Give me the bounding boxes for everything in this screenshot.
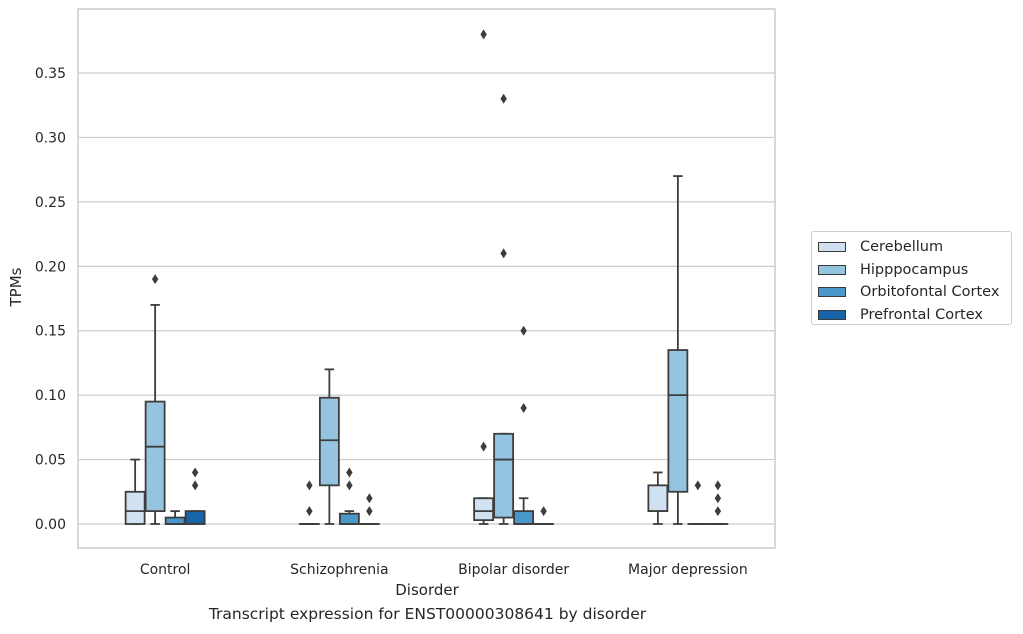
plot-frame	[77, 8, 776, 549]
box-body	[144, 400, 166, 513]
outlier-point	[191, 480, 199, 491]
legend-item: Orbitofontal Cortex	[818, 281, 1011, 304]
legend-swatch	[818, 287, 846, 298]
series-prefrontal-cortex	[184, 467, 729, 525]
box-body	[513, 510, 535, 525]
box	[358, 493, 380, 525]
outlier-point	[500, 93, 507, 104]
box	[318, 368, 340, 525]
box-body	[493, 432, 515, 519]
box-body	[318, 396, 340, 487]
box	[533, 506, 555, 525]
box	[707, 480, 729, 525]
legend-label: Cerebellum	[860, 239, 944, 256]
x-axis-ticks: Control Schizophrenia Bipolar disorder Majo…	[140, 562, 748, 578]
box-body	[647, 484, 669, 513]
legend-swatch	[818, 242, 846, 253]
box	[667, 175, 689, 525]
legend-item: Prefrontal Cortex	[818, 304, 1011, 327]
outlier-point	[500, 248, 507, 259]
x-tick-label: Schizophrenia	[290, 562, 388, 578]
box-series-layer	[124, 29, 729, 525]
y-tick-label: 0.30	[35, 130, 66, 146]
outlier-point	[346, 480, 353, 491]
legend-label: Hipppocampus	[860, 261, 969, 278]
outlier-point	[520, 403, 527, 414]
figure-caption: Transcript expression for ENST0000030864…	[208, 605, 647, 623]
gridlines	[78, 72, 775, 525]
legend-swatch	[818, 264, 846, 275]
legend-swatch	[818, 310, 846, 321]
box-body	[124, 490, 146, 525]
outlier-point	[520, 325, 527, 336]
legend: Cerebellum Hipppocampus Orbitofontal Corte…	[811, 231, 1012, 325]
legend-item: Hipppocampus	[818, 259, 1011, 282]
box	[298, 480, 320, 525]
box	[338, 467, 360, 525]
x-tick-label: Major depression	[628, 562, 748, 578]
outlier-point	[694, 480, 702, 491]
box-body	[338, 512, 360, 525]
outlier-point	[306, 480, 313, 491]
series-hipppocampus	[144, 93, 689, 525]
outlier-point	[540, 506, 547, 517]
box	[473, 29, 495, 525]
box	[493, 93, 515, 525]
box	[687, 480, 709, 525]
box	[513, 325, 535, 525]
box-body	[164, 516, 186, 525]
outlier-point	[480, 29, 487, 40]
y-axis-label: TPMs	[7, 267, 25, 307]
box-body	[667, 349, 689, 493]
box-body	[184, 510, 206, 525]
y-tick-label: 0.25	[35, 195, 66, 211]
x-tick-label: Control	[140, 562, 191, 578]
y-tick-label: 0.00	[35, 517, 66, 533]
series-cerebellum	[124, 29, 669, 525]
outlier-point	[480, 441, 487, 452]
box-body	[473, 497, 495, 522]
y-tick-label: 0.05	[35, 453, 66, 469]
x-tick-label: Bipolar disorder	[458, 562, 569, 578]
legend-label: Orbitofontal Cortex	[860, 284, 1000, 301]
y-tick-label: 0.35	[35, 66, 66, 82]
series-orbitofontal-cortex	[164, 325, 709, 525]
outlier-point	[366, 493, 373, 504]
box	[164, 510, 186, 525]
outlier-point	[151, 274, 159, 285]
y-tick-label: 0.10	[35, 388, 66, 404]
outlier-point	[306, 506, 313, 517]
box	[124, 458, 146, 525]
outlier-point	[346, 467, 353, 478]
plot-border	[77, 8, 776, 549]
box	[647, 471, 669, 525]
legend-item: Cerebellum	[818, 236, 1011, 259]
outlier-point	[714, 480, 722, 491]
outlier-point	[191, 467, 199, 478]
y-tick-label: 0.20	[35, 259, 66, 275]
outlier-point	[714, 493, 722, 504]
y-tick-label: 0.15	[35, 324, 66, 340]
legend-label: Prefrontal Cortex	[860, 307, 983, 324]
box	[184, 467, 206, 525]
y-axis-ticks: 0.00 0.05 0.10 0.15 0.20 0.25 0.30 0.35	[35, 66, 66, 533]
outlier-point	[714, 506, 722, 517]
box	[144, 274, 166, 525]
outlier-point	[366, 506, 373, 517]
x-axis-label: Disorder	[395, 581, 459, 599]
